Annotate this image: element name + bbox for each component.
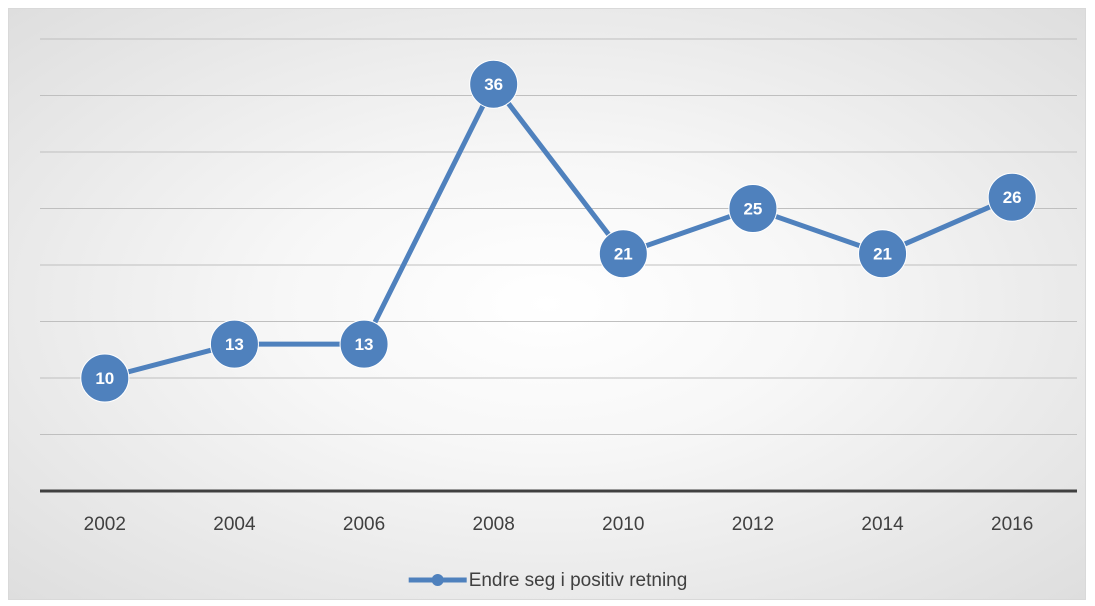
data-point-2010 <box>598 229 648 279</box>
data-point-2006 <box>339 319 389 369</box>
x-tick-label-2014: 2014 <box>861 514 904 535</box>
data-label-2010: 21 <box>614 245 633 264</box>
data-label-2006: 13 <box>355 335 374 354</box>
data-label-2014: 21 <box>873 245 892 264</box>
data-label-2012: 25 <box>743 200 762 219</box>
x-tick-label-2008: 2008 <box>473 514 515 535</box>
legend: Endre seg i positiv retning <box>408 570 688 591</box>
legend-marker-dot <box>431 574 444 586</box>
series-layer: 10 13 13 36 21 25 21 26 <box>80 59 1037 403</box>
x-axis-tick-labels: 2002 2004 2006 2008 2010 2012 2014 2016 <box>84 514 1034 535</box>
x-tick-label-2004: 2004 <box>213 514 256 535</box>
x-tick-label-2012: 2012 <box>732 514 774 535</box>
gridlines <box>40 38 1077 435</box>
x-tick-label-2002: 2002 <box>84 514 126 535</box>
data-label-2008: 36 <box>484 75 503 94</box>
x-tick-label-2016: 2016 <box>991 514 1033 535</box>
data-label-2002: 10 <box>95 369 114 388</box>
data-point-2012 <box>728 184 778 233</box>
data-label-2016: 26 <box>1003 188 1022 207</box>
data-point-2002 <box>80 353 130 403</box>
data-point-2016 <box>987 172 1037 222</box>
line-chart: 2002 2004 2006 2008 2010 2012 2014 2016 10 13 13 3… <box>40 38 1077 591</box>
data-point-2014 <box>858 229 908 279</box>
x-tick-label-2010: 2010 <box>602 514 644 535</box>
x-tick-label-2006: 2006 <box>343 514 385 535</box>
data-point-2008 <box>469 59 519 109</box>
legend-label: Endre seg i positiv retning <box>469 570 688 591</box>
chart-frame: 2002 2004 2006 2008 2010 2012 2014 2016 10 13 13 3… <box>8 8 1086 600</box>
data-label-2004: 13 <box>225 335 244 354</box>
data-point-2004 <box>209 319 259 369</box>
